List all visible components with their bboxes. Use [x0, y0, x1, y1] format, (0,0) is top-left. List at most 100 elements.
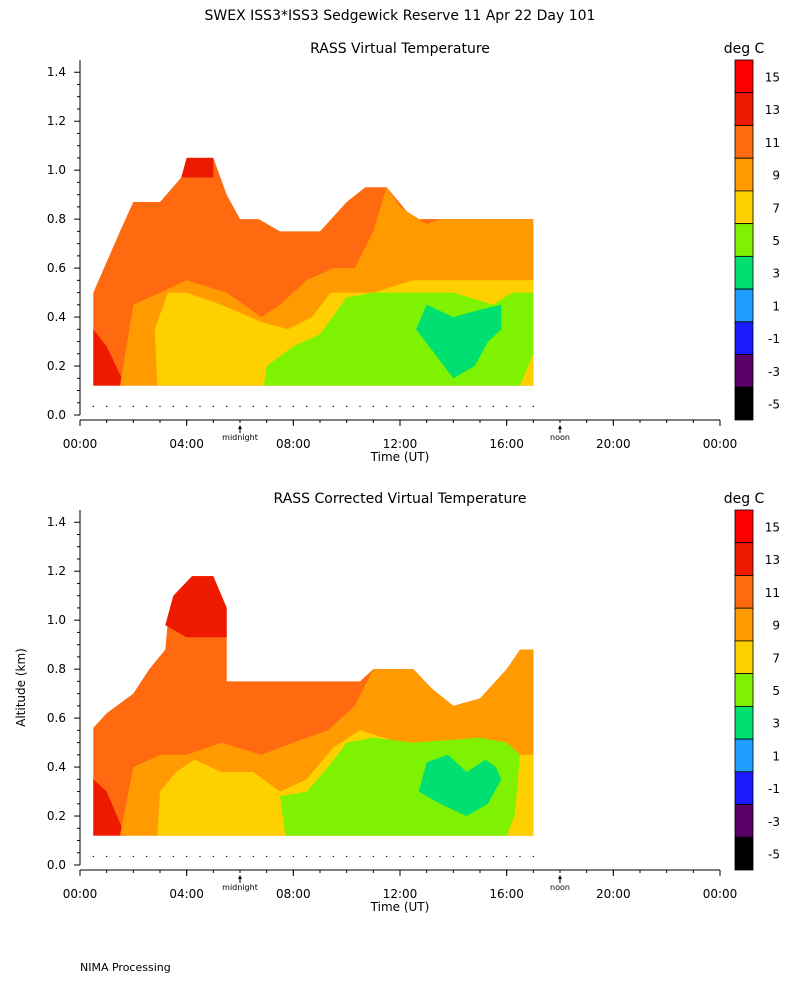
contour-region [165, 576, 227, 638]
marker-arrow [558, 425, 562, 429]
sample-dot [279, 405, 281, 408]
x-tick-label: 12:00 [383, 887, 418, 901]
colorbar-swatch [734, 386, 754, 421]
page-title: SWEX ISS3*ISS3 Sedgewick Reserve 11 Apr … [205, 8, 596, 24]
sample-dot [106, 405, 108, 408]
y-tick-label: 0.8 [47, 662, 66, 676]
colorbar-swatch [734, 223, 754, 257]
sample-dot [359, 405, 361, 408]
sample-dot [199, 855, 201, 858]
sample-dot [332, 405, 334, 408]
colorbar-label: 9 [772, 169, 780, 183]
sample-dot [412, 405, 414, 408]
sample-dot [252, 855, 254, 858]
x-axis-label: Time (UT) [370, 450, 430, 464]
sample-dot [92, 405, 94, 408]
x-tick-label: 00:00 [703, 887, 738, 901]
colorbar-swatch [734, 125, 754, 159]
colorbar-swatch [734, 738, 754, 773]
colorbar-swatch [734, 354, 754, 388]
colorbar-swatch [734, 190, 754, 225]
colorbar-label: 7 [772, 651, 780, 665]
colorbar-label: 9 [772, 619, 780, 633]
sample-dot [372, 855, 374, 858]
x-tick-label: 00:00 [63, 887, 98, 901]
colorbar-swatch [734, 836, 754, 871]
sample-dot [212, 855, 214, 858]
colorbar-swatch [734, 92, 754, 126]
sample-dot [186, 855, 188, 858]
sample-dot [106, 855, 108, 858]
colorbar-label: 15 [765, 520, 780, 534]
sample-dot [252, 405, 254, 408]
x-tick-label: 16:00 [489, 437, 524, 451]
colorbar-label: 11 [765, 586, 780, 600]
colorbar-swatch [734, 575, 754, 609]
colorbar-label: 1 [772, 749, 780, 763]
sample-dot [466, 855, 468, 858]
y-tick-label: 0.2 [47, 359, 66, 373]
time-marker-label: midnight [222, 883, 258, 892]
colorbar-swatch [734, 804, 754, 838]
colorbar-label: -3 [768, 365, 780, 379]
sample-dot [532, 855, 534, 858]
colorbar-label: 3 [772, 717, 780, 731]
colorbar-label: -3 [768, 815, 780, 829]
colorbar-label: 13 [765, 553, 780, 567]
sample-dot [492, 855, 494, 858]
y-tick-label: 1.4 [47, 515, 66, 529]
sample-dot [372, 405, 374, 408]
sample-dot [226, 405, 228, 408]
sample-dot [426, 855, 428, 858]
time-marker-label: noon [550, 433, 570, 442]
sample-dot [359, 855, 361, 858]
y-tick-label: 0.6 [47, 711, 66, 725]
colorbar-swatch [734, 288, 754, 323]
sample-dot [519, 405, 521, 408]
sample-dot [292, 855, 294, 858]
sample-dot [439, 855, 441, 858]
colorbar-swatch [734, 640, 754, 675]
sample-dot [439, 405, 441, 408]
marker-arrow [558, 875, 562, 879]
sample-dot [132, 405, 134, 408]
sample-dot [506, 855, 508, 858]
x-tick-label: 12:00 [383, 437, 418, 451]
colorbar-swatch [734, 771, 754, 805]
sample-dot [279, 855, 281, 858]
sample-dot [399, 405, 401, 408]
colorbar-label: -5 [768, 848, 780, 862]
sample-dot [452, 405, 454, 408]
colorbar-label: 5 [772, 234, 780, 248]
time-marker-label: noon [550, 883, 570, 892]
sample-dot [119, 405, 121, 408]
sample-dot [492, 405, 494, 408]
y-tick-label: 0.2 [47, 809, 66, 823]
sample-dot [319, 855, 321, 858]
y-tick-label: 1.2 [47, 564, 66, 578]
colorbar-label: 7 [772, 201, 780, 215]
chart-title: RASS Corrected Virtual Temperature [274, 491, 527, 507]
y-tick-label: 0.4 [47, 310, 66, 324]
y-tick-label: 0.0 [47, 408, 66, 422]
y-tick-label: 0.0 [47, 858, 66, 872]
sample-dot [119, 855, 121, 858]
sample-dot [132, 855, 134, 858]
sample-dot [532, 405, 534, 408]
x-tick-label: 20:00 [596, 887, 631, 901]
contour-region [418, 754, 502, 816]
sample-dot [479, 405, 481, 408]
sample-dot [386, 405, 388, 408]
sample-dot [452, 855, 454, 858]
colorbar-label: 11 [765, 136, 780, 150]
y-tick-label: 1.0 [47, 163, 66, 177]
sample-dot [332, 855, 334, 858]
contour-region [181, 157, 214, 178]
sample-dot [386, 855, 388, 858]
contour-region [93, 329, 126, 386]
sample-dot [412, 855, 414, 858]
contour-region [416, 304, 502, 379]
sample-dot [239, 405, 241, 408]
sample-dot [346, 405, 348, 408]
